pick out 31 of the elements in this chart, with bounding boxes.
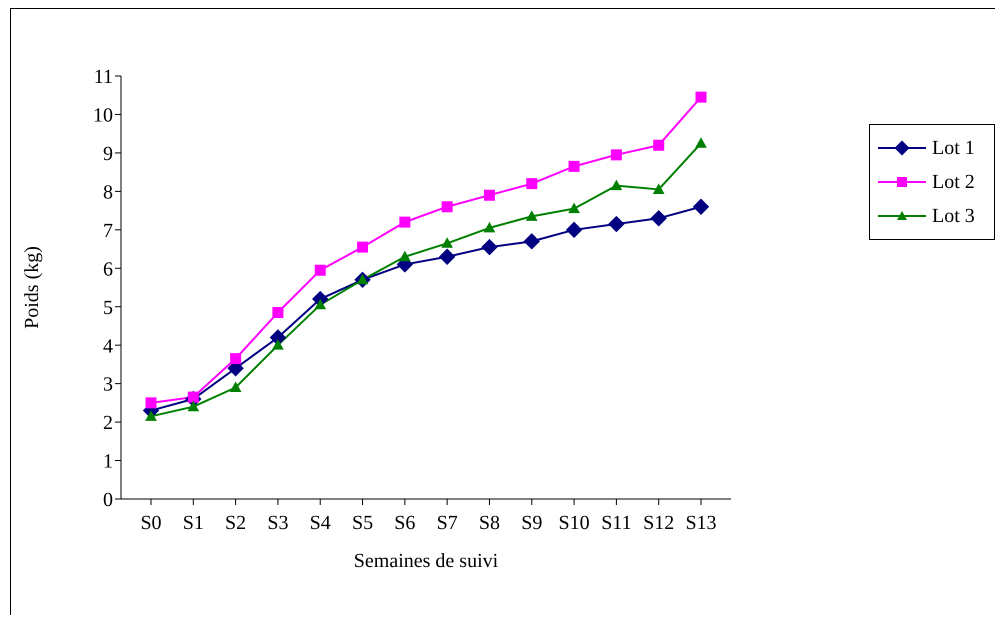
y-tick-label: 5	[103, 296, 113, 319]
y-tick-label: 4	[103, 335, 113, 358]
x-tick-label: S4	[310, 512, 331, 534]
y-axis-title: Poids (kg)	[21, 246, 44, 329]
x-axis-title: Semaines de suivi	[354, 550, 499, 572]
y-tick-label: 10	[93, 104, 113, 127]
y-tick-label: 6	[103, 258, 113, 280]
y-tick-label: 7	[103, 220, 113, 242]
x-tick-label: S6	[394, 512, 416, 534]
y-tick-label: 8	[103, 181, 113, 204]
y-tick-label: 11	[94, 66, 113, 88]
x-tick-label: S0	[140, 512, 162, 534]
y-tick-label: 2	[103, 412, 113, 434]
y-tick-label: 9	[103, 143, 113, 166]
x-tick-label: S7	[436, 512, 458, 534]
x-tick-label: S9	[521, 512, 542, 534]
y-tick-label: 0	[103, 489, 113, 512]
legend-label: Lot 2	[932, 170, 975, 194]
y-tick-label: 1	[103, 450, 113, 473]
y-tick-label: 3	[103, 374, 113, 396]
x-tick-label: S13	[685, 512, 717, 534]
x-tick-label: S2	[225, 512, 246, 534]
x-tick-label: S11	[601, 512, 632, 534]
legend-label: Lot 3	[932, 204, 975, 228]
x-tick-label: S3	[267, 512, 288, 534]
legend-label: Lot 1	[932, 136, 975, 160]
x-tick-label: S5	[352, 512, 374, 534]
x-tick-label: S12	[643, 512, 674, 534]
x-tick-label: S10	[558, 512, 590, 534]
x-tick-label: S8	[478, 512, 500, 534]
x-tick-label: S1	[182, 512, 204, 534]
